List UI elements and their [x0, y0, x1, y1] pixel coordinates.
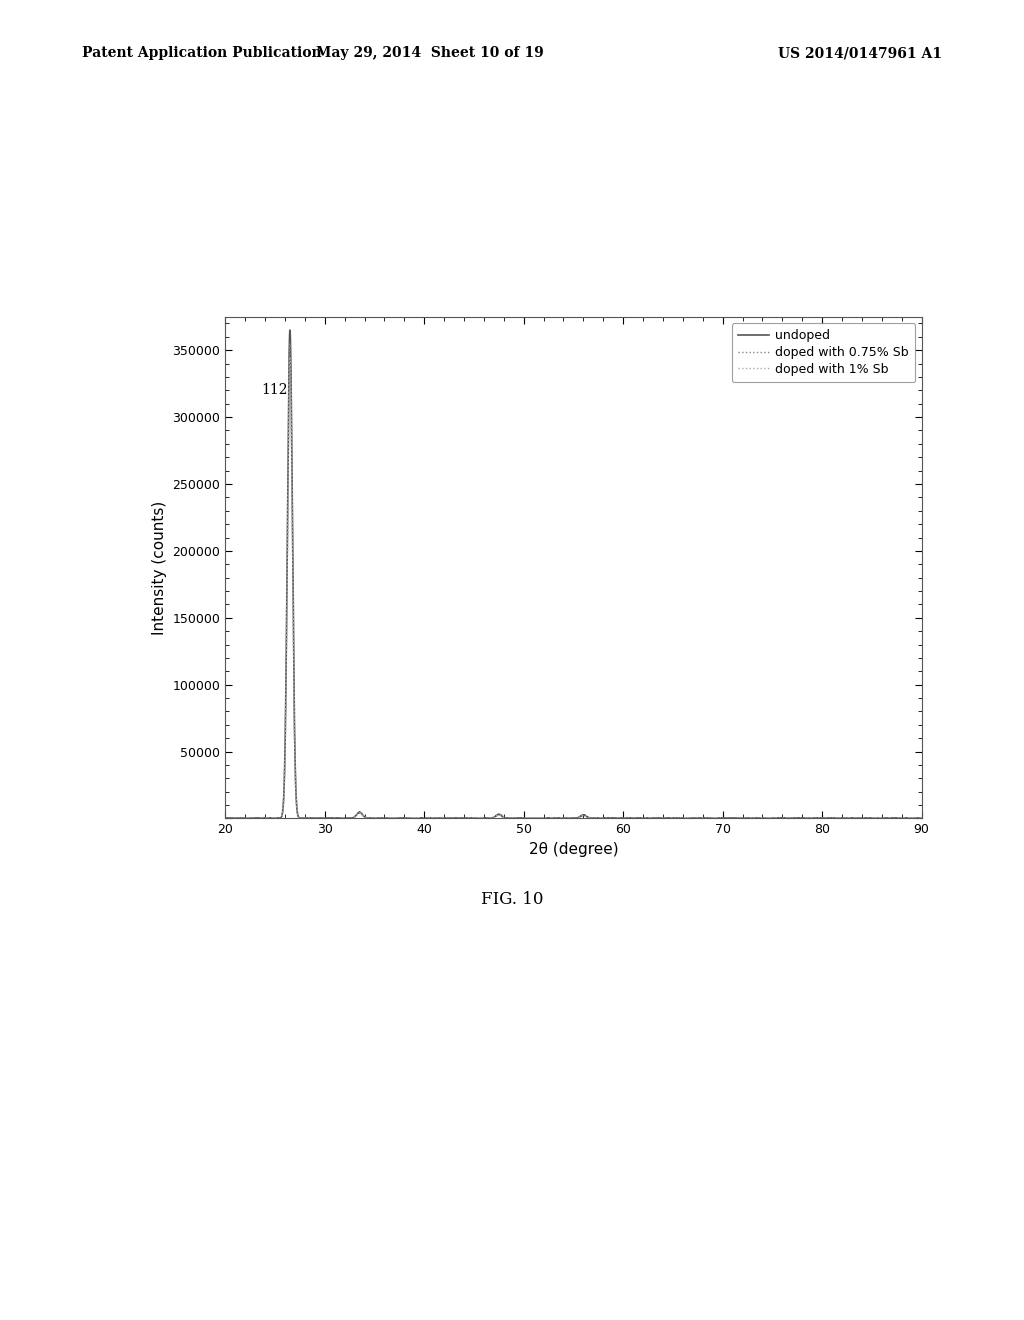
- doped with 1% Sb: [248, 810, 260, 826]
- doped with 1% Sb: [261, 810, 273, 826]
- doped with 0.75% Sb: [284, 335, 296, 351]
- doped with 0.75% Sb: [248, 810, 260, 826]
- doped with 0.75% Sb: [450, 810, 462, 826]
- undoped: [355, 807, 368, 822]
- doped with 0.75% Sb: [560, 810, 572, 826]
- doped with 1% Sb: [450, 810, 462, 826]
- Text: 112: 112: [262, 383, 289, 397]
- undoped: [261, 810, 273, 826]
- doped with 1% Sb: [355, 807, 368, 822]
- undoped: [450, 810, 462, 826]
- doped with 0.75% Sb: [355, 807, 368, 822]
- Text: Patent Application Publication: Patent Application Publication: [82, 46, 322, 61]
- undoped: [560, 810, 572, 826]
- X-axis label: 2θ (degree): 2θ (degree): [528, 842, 618, 857]
- Y-axis label: Intensity (counts): Intensity (counts): [152, 500, 167, 635]
- undoped: [284, 322, 296, 338]
- undoped: [879, 810, 891, 826]
- Legend: undoped, doped with 0.75% Sb, doped with 1% Sb: undoped, doped with 0.75% Sb, doped with…: [732, 323, 915, 381]
- doped with 1% Sb: [915, 810, 928, 826]
- undoped: [219, 810, 231, 826]
- doped with 1% Sb: [879, 810, 891, 826]
- Text: FIG. 10: FIG. 10: [480, 891, 544, 908]
- doped with 1% Sb: [222, 810, 234, 826]
- Line: undoped: undoped: [225, 330, 922, 818]
- doped with 0.75% Sb: [261, 810, 273, 826]
- doped with 1% Sb: [560, 810, 572, 826]
- doped with 1% Sb: [219, 810, 231, 826]
- undoped: [915, 810, 928, 826]
- doped with 0.75% Sb: [219, 810, 231, 826]
- doped with 1% Sb: [284, 348, 296, 364]
- Text: May 29, 2014  Sheet 10 of 19: May 29, 2014 Sheet 10 of 19: [316, 46, 544, 61]
- Line: doped with 1% Sb: doped with 1% Sb: [225, 356, 922, 818]
- undoped: [222, 810, 234, 826]
- doped with 0.75% Sb: [915, 810, 928, 826]
- doped with 0.75% Sb: [879, 810, 891, 826]
- doped with 0.75% Sb: [222, 810, 234, 826]
- Text: US 2014/0147961 A1: US 2014/0147961 A1: [778, 46, 942, 61]
- Line: doped with 0.75% Sb: doped with 0.75% Sb: [225, 343, 922, 818]
- undoped: [248, 810, 260, 826]
